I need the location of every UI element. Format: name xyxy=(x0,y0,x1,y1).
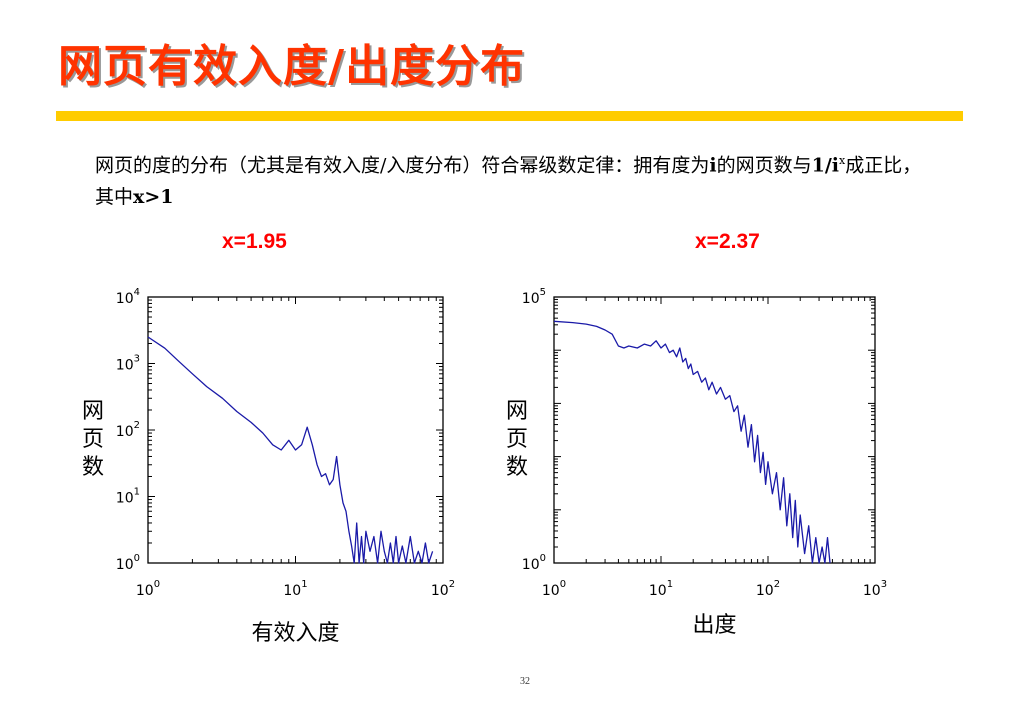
chart2-ytick-label: 105 xyxy=(522,287,546,307)
chart2-ylabel-char: 网 xyxy=(506,399,528,424)
chart1-xlabel: 有效入度 xyxy=(251,621,339,646)
chart1-ytick-label: 104 xyxy=(116,287,140,307)
desc-part1: 网页的度的分布（尤其是有效入度/入度分布）符合幂级数定律：拥有度为 xyxy=(95,154,710,177)
chart2-xtick-label: 100 xyxy=(542,579,566,599)
chart1-ylabel-char: 网 xyxy=(82,399,104,424)
chart1-xtick-label: 102 xyxy=(431,579,455,599)
chart1-ylabel-char: 页 xyxy=(82,427,104,452)
desc-i: i xyxy=(709,154,717,177)
chart2-series-line xyxy=(553,320,831,564)
desc-frac: 1/i xyxy=(811,154,840,177)
desc-part2: 的网页数与 xyxy=(716,154,812,177)
page-number: 32 xyxy=(520,676,530,687)
chart2-exponent-label: x=2.37 xyxy=(695,230,760,253)
chart1-ytick-label: 103 xyxy=(116,354,140,374)
chart2-ylabel-char: 页 xyxy=(506,427,528,452)
desc-part3: 成正比，其中 xyxy=(95,154,922,209)
chart1-ytick-label: 101 xyxy=(116,487,140,507)
chart1-ylabel-char: 数 xyxy=(82,455,104,480)
chart1-xtick-label: 101 xyxy=(283,579,307,599)
slide-description: 网页的度的分布（尤其是有效入度/入度分布）符合幂级数定律：拥有度为i的网页数与1… xyxy=(95,145,935,213)
chart2-xtick-label: 103 xyxy=(863,579,887,599)
chart1-ytick-label: 102 xyxy=(116,420,140,440)
chart2-ylabel-char: 数 xyxy=(506,455,528,480)
desc-sup: x xyxy=(839,154,846,167)
title-underline-bar xyxy=(56,111,963,121)
chart2-xlabel: 出度 xyxy=(692,613,736,638)
slide-title: 网页有效入度/出度分布 xyxy=(58,41,526,92)
chart1-xtick-label: 100 xyxy=(136,579,160,599)
chart1-ytick-label: 100 xyxy=(116,553,140,573)
chart1-frame xyxy=(147,296,444,564)
chart1-series-line xyxy=(147,336,434,564)
chart2-frame xyxy=(553,296,876,564)
desc-cond: x>1 xyxy=(133,186,174,209)
chart1-exponent-label: x=1.95 xyxy=(222,230,287,253)
chart2-xtick-label: 101 xyxy=(649,579,673,599)
chart2-xtick-label: 102 xyxy=(756,579,780,599)
chart2-ytick-label: 100 xyxy=(522,553,546,573)
